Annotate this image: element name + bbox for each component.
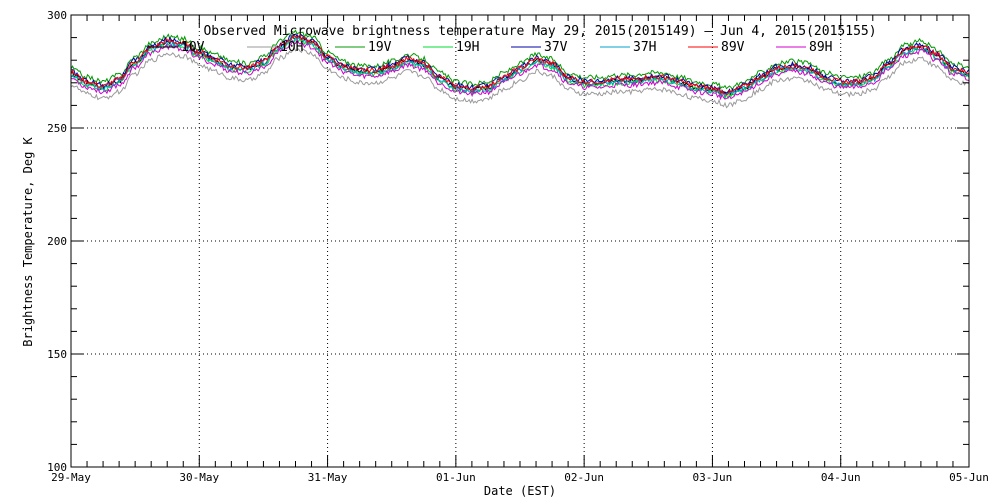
x-tick-label: 29-May bbox=[51, 471, 91, 484]
chart-title: Observed Microwave brightness temperatur… bbox=[203, 24, 876, 39]
legend: 10V 10H 19V 19H 37V 37H 89V 89H bbox=[148, 40, 832, 55]
legend-label-37h: 37H bbox=[633, 40, 656, 55]
series-line-37v bbox=[70, 33, 970, 95]
x-tick-label: 05-Jun bbox=[949, 471, 989, 484]
legend-label-10h: 10H bbox=[280, 40, 303, 55]
series-line-10h bbox=[70, 45, 970, 109]
y-tick-label: 150 bbox=[47, 348, 67, 361]
grid-lines bbox=[71, 15, 969, 467]
series-line-89v bbox=[70, 34, 970, 96]
tick-labels: 100 150 200 250 300 29-May 30-May 31-May 01-Jun 0… bbox=[47, 9, 989, 484]
x-tick-label: 31-May bbox=[308, 471, 348, 484]
legend-label-89h: 89H bbox=[809, 40, 832, 55]
y-tick-label: 300 bbox=[47, 9, 67, 22]
legend-label-10v: 10V bbox=[181, 40, 205, 55]
series-line-19h bbox=[70, 36, 970, 100]
series-line-89h bbox=[70, 38, 970, 101]
series-lines bbox=[70, 29, 970, 109]
y-axis-title: Brightness Temperature, Deg K bbox=[21, 136, 35, 346]
x-tick-label: 03-Jun bbox=[693, 471, 733, 484]
legend-label-89v: 89V bbox=[721, 40, 745, 55]
legend-label-19h: 19H bbox=[456, 40, 479, 55]
x-tick-label: 02-Jun bbox=[564, 471, 604, 484]
y-tick-label: 200 bbox=[47, 235, 67, 248]
x-tick-label: 30-May bbox=[179, 471, 219, 484]
x-tick-label: 01-Jun bbox=[436, 471, 476, 484]
series-line-19v bbox=[70, 29, 970, 91]
axis-ticks bbox=[70, 14, 970, 468]
x-axis-title: Date (EST) bbox=[484, 484, 556, 498]
y-tick-label: 250 bbox=[47, 122, 67, 135]
legend-label-19v: 19V bbox=[368, 40, 392, 55]
x-tick-label: 04-Jun bbox=[821, 471, 861, 484]
y-tick-label: 100 bbox=[47, 461, 67, 474]
series-line-37h bbox=[70, 35, 970, 98]
legend-label-37v: 37V bbox=[544, 40, 568, 55]
